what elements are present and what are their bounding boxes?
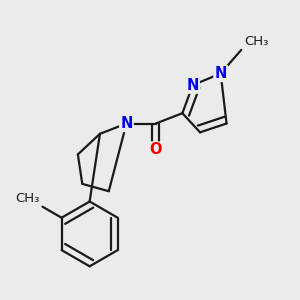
Text: N: N (214, 66, 227, 81)
Text: CH₃: CH₃ (15, 192, 40, 205)
Text: N: N (187, 78, 199, 93)
Text: O: O (150, 142, 162, 158)
Text: CH₃: CH₃ (244, 35, 268, 48)
Text: N: N (120, 116, 133, 131)
